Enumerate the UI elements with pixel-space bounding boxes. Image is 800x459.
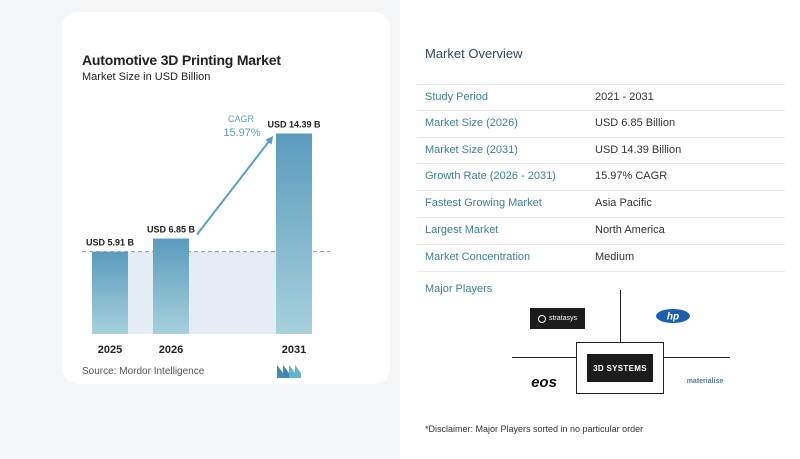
row-value: North America <box>595 223 665 236</box>
chart-svg: USD 5.91 B USD 6.85 B USD 14.39 B 2025 2026… <box>82 114 330 356</box>
row-label: Market Concentration <box>425 250 531 263</box>
chart-subtitle: Market Size in USD Billion <box>82 71 211 83</box>
row-value: 2021 - 2031 <box>595 91 654 103</box>
chart-annotation: CAGR 15.97% <box>196 114 274 236</box>
eos-logo: eos <box>531 373 557 391</box>
chart-ticks: 2025 2026 2031 <box>98 344 306 356</box>
row-label: Market Size (2026) <box>425 116 518 129</box>
row-value: Medium <box>595 250 635 263</box>
x-tick-2031: 2031 <box>282 344 306 356</box>
table-row: Largest Market North America <box>417 218 785 245</box>
reference-band <box>92 251 312 334</box>
chart-title: Automotive 3D Printing Market <box>82 52 281 68</box>
row-value: 15.97% CAGR <box>595 170 668 183</box>
cagr-value: 15.97% <box>223 127 261 139</box>
stratasys-logo: stratasys <box>530 308 585 329</box>
data-label-2031: USD 14.39 B <box>267 119 321 129</box>
chart-labels: USD 5.91 B USD 6.85 B USD 14.39 B <box>86 119 321 247</box>
table-row: Market Concentration Medium <box>417 245 785 272</box>
hp-logo: hp <box>656 309 690 323</box>
divider-vertical <box>620 290 621 342</box>
major-players-title: Major Players <box>425 283 493 295</box>
row-label: Market Size (2031) <box>425 143 518 156</box>
overview-title: Market Overview <box>425 46 523 61</box>
cagr-arrow <box>196 135 274 236</box>
bar-2026 <box>153 238 189 334</box>
bar-2025 <box>92 251 128 334</box>
row-label: Largest Market <box>425 223 499 236</box>
table-row: Market Size (2031) USD 14.39 Billion <box>417 138 785 165</box>
row-value: Asia Pacific <box>595 197 652 210</box>
source-text: Source: Mordor Intelligence <box>82 366 205 377</box>
stratasys-mark-icon <box>537 314 546 323</box>
hp-logo-text: hp <box>667 312 679 323</box>
chart-bands <box>82 251 330 334</box>
table-row: Study Period 2021 - 2031 <box>417 84 785 111</box>
data-label-2026: USD 6.85 B <box>147 225 196 235</box>
overview-panel: Market Overview Study Period 2021 - 2031… <box>400 0 800 459</box>
divider-horizontal-left <box>512 357 576 358</box>
table-row: Fastest Growing Market Asia Pacific <box>417 191 785 218</box>
x-tick-2025: 2025 <box>98 344 122 356</box>
materialise-logo: materialise <box>686 377 724 385</box>
row-label: Fastest Growing Market <box>425 197 542 210</box>
cagr-label: CAGR <box>228 114 255 124</box>
table-row: Growth Rate (2026 - 2031) 15.97% CAGR <box>417 164 785 192</box>
row-value: USD 14.39 Billion <box>595 143 682 156</box>
chart-bars <box>92 133 312 334</box>
x-tick-2026: 2026 <box>159 344 183 356</box>
data-label-2025: USD 5.91 B <box>86 238 135 248</box>
row-label: Study Period <box>425 91 488 103</box>
row-label: Growth Rate (2026 - 2031) <box>425 170 556 183</box>
disclaimer-text: *Disclaimer: Major Players sorted in no … <box>425 424 644 434</box>
stratasys-logo-text: stratasys <box>548 315 577 322</box>
divider-horizontal-right <box>664 357 730 358</box>
mordor-logo-icon <box>277 365 301 378</box>
3d-systems-logo-text: 3D SYSTEMS <box>587 354 653 382</box>
bar-2031 <box>276 133 312 334</box>
3d-systems-logo: 3D SYSTEMS <box>576 342 664 394</box>
overview-table: Study Period 2021 - 2031 Market Size (20… <box>417 84 785 272</box>
row-value: USD 6.85 Billion <box>595 116 676 129</box>
chart-card: Automotive 3D Printing Market Market Siz… <box>62 12 390 384</box>
table-row: Market Size (2026) USD 6.85 Billion <box>417 111 785 138</box>
